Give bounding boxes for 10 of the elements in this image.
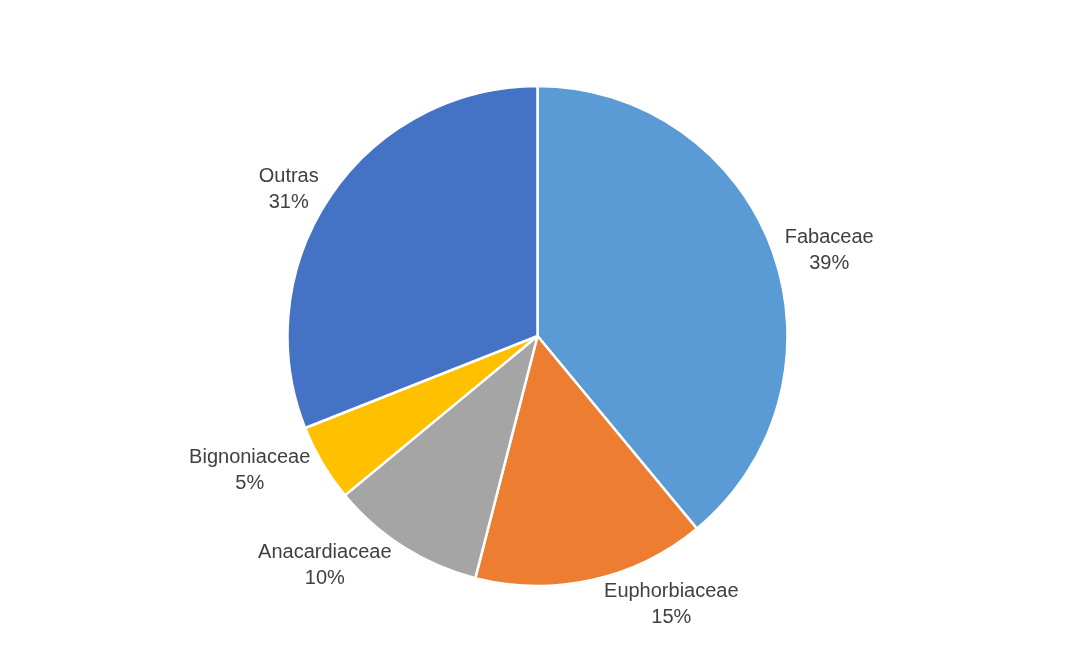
data-label: 15% — [651, 604, 692, 627]
slice-label: Euphorbiaceae — [604, 578, 739, 601]
slice-label: Anacardiaceae — [258, 540, 392, 563]
data-label: 39% — [809, 250, 850, 273]
data-label: 5% — [235, 471, 265, 494]
slice-label: Fabaceae — [784, 224, 874, 247]
data-label: 31% — [268, 189, 309, 212]
data-label: 10% — [304, 566, 346, 589]
slice-label: Outras — [258, 163, 319, 186]
slice-label: Bignoniaceae — [189, 445, 311, 468]
